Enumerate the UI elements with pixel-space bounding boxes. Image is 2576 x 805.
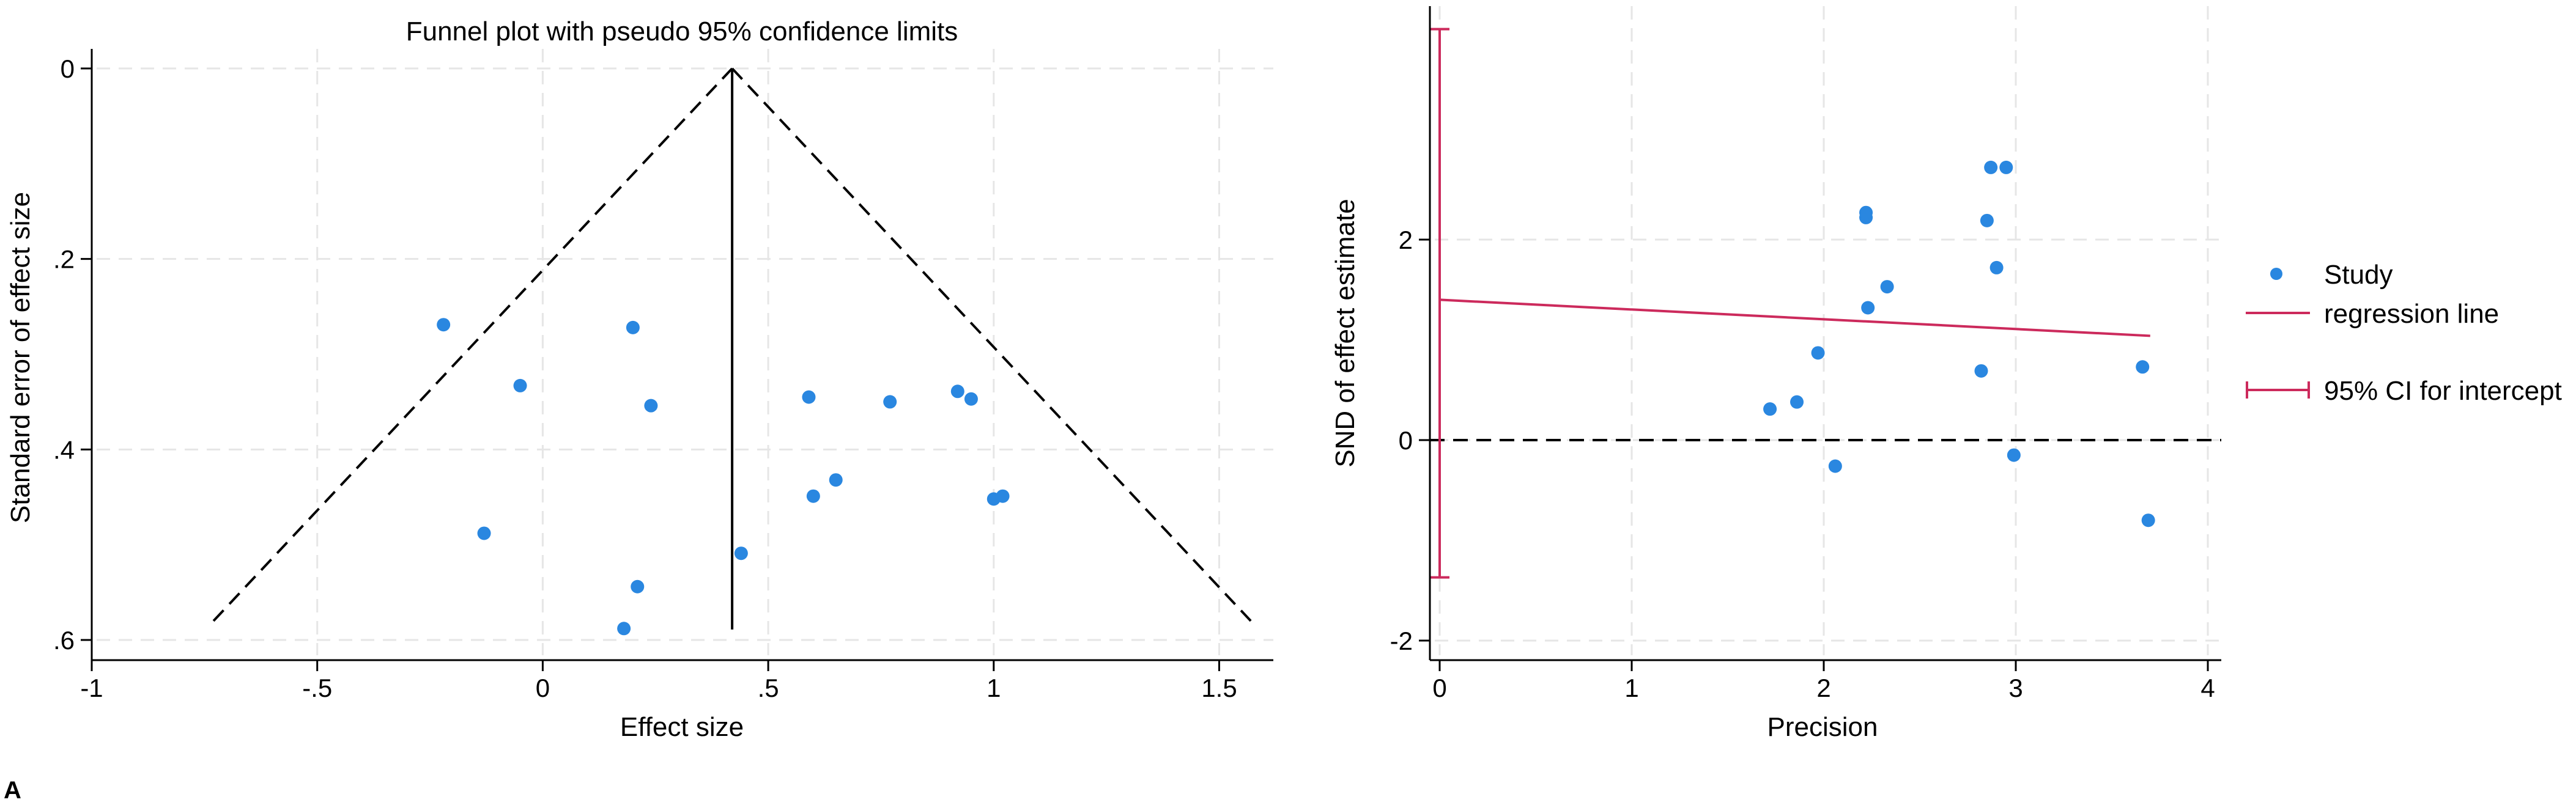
x-tick-label: 4 bbox=[2200, 674, 2215, 702]
figure-label: A bbox=[4, 777, 21, 804]
data-point bbox=[964, 392, 978, 406]
y-tick-label: .4 bbox=[53, 435, 75, 464]
study-point bbox=[2136, 360, 2150, 374]
y-tick-label: .2 bbox=[53, 245, 75, 274]
data-point bbox=[626, 320, 640, 334]
study-point bbox=[1763, 402, 1777, 416]
legend-study-label: Study bbox=[2324, 260, 2393, 290]
study-point bbox=[1980, 213, 1994, 227]
legend-regression-label: regression line bbox=[2324, 299, 2499, 329]
grid bbox=[91, 49, 1273, 655]
funnel-plot-panel: Funnel plot with pseudo 95% confidence l… bbox=[6, 17, 1273, 742]
study-point bbox=[1859, 205, 1873, 219]
x-tick-label: 1 bbox=[1624, 674, 1638, 702]
data-point bbox=[806, 489, 820, 503]
funnel-limit-line-1 bbox=[731, 67, 1252, 622]
data-point bbox=[829, 473, 843, 487]
y-tick-label: .6 bbox=[53, 626, 75, 655]
x-tick-label: 2 bbox=[1816, 674, 1830, 702]
study-point bbox=[1989, 260, 2004, 274]
data-point bbox=[513, 378, 527, 392]
reference-and-regression-lines bbox=[1430, 28, 2221, 579]
x-axis-label: Precision bbox=[1767, 712, 1878, 742]
y-tick-label: 0 bbox=[61, 54, 75, 83]
legend: Study regression line 95% CI for interce… bbox=[2246, 260, 2562, 406]
data-points bbox=[1763, 160, 2155, 527]
x-axis-label: Effect size bbox=[620, 712, 744, 742]
study-point bbox=[2007, 448, 2021, 462]
study-point bbox=[1811, 346, 1825, 360]
x-tick-label: -1 bbox=[80, 674, 103, 702]
data-point bbox=[617, 622, 631, 636]
x-tick-label: .5 bbox=[758, 674, 779, 702]
study-point bbox=[1974, 364, 1988, 378]
x-tick-label: 1.5 bbox=[1201, 674, 1237, 702]
chart-title: Funnel plot with pseudo 95% confidence l… bbox=[406, 17, 958, 46]
regression-plot-panel: Precision SND of effect estimate 0 1 2 3 4 -2… bbox=[1330, 6, 2562, 742]
study-point bbox=[1861, 301, 1875, 315]
data-point bbox=[950, 384, 964, 399]
data-point bbox=[802, 390, 816, 404]
y-axis-label: SND of effect estimate bbox=[1330, 199, 1360, 467]
x-tick-label: -.5 bbox=[302, 674, 332, 702]
axes: -1 -.5 0 .5 1 1.5 0 .2 .4 .6 bbox=[53, 49, 1273, 702]
funnel-limit-line-0 bbox=[212, 67, 733, 622]
data-point bbox=[883, 395, 897, 409]
legend-ci-swatch bbox=[2246, 381, 2310, 399]
study-point bbox=[1999, 160, 2013, 174]
y-axis-label: Standard error of effect size bbox=[6, 192, 35, 523]
grid bbox=[1435, 6, 2221, 655]
regression-line bbox=[1439, 298, 2150, 337]
y-tick-label: 0 bbox=[1399, 426, 1413, 455]
y-tick-label: -2 bbox=[1390, 627, 1413, 655]
data-points bbox=[437, 318, 1010, 636]
x-tick-label: 0 bbox=[536, 674, 550, 702]
data-point bbox=[996, 489, 1010, 503]
study-point bbox=[1828, 459, 1842, 473]
study-point bbox=[1984, 160, 1998, 174]
legend-study-marker bbox=[2270, 268, 2282, 280]
funnel-lines bbox=[212, 67, 1252, 630]
x-tick-label: 3 bbox=[2008, 674, 2023, 702]
x-tick-label: 0 bbox=[1432, 674, 1446, 702]
data-point bbox=[477, 526, 491, 540]
x-tick-label: 1 bbox=[986, 674, 1001, 702]
axes: 0 1 2 3 4 -2 0 2 bbox=[1390, 6, 2221, 702]
y-tick-label: 2 bbox=[1399, 226, 1413, 254]
study-point bbox=[1880, 280, 1894, 294]
data-point bbox=[644, 399, 658, 413]
data-point bbox=[437, 318, 451, 332]
study-point bbox=[1790, 395, 1804, 409]
data-point bbox=[631, 579, 645, 594]
study-point bbox=[2141, 513, 2155, 527]
data-point bbox=[734, 546, 748, 561]
legend-ci-label: 95% CI for intercept bbox=[2324, 376, 2562, 406]
